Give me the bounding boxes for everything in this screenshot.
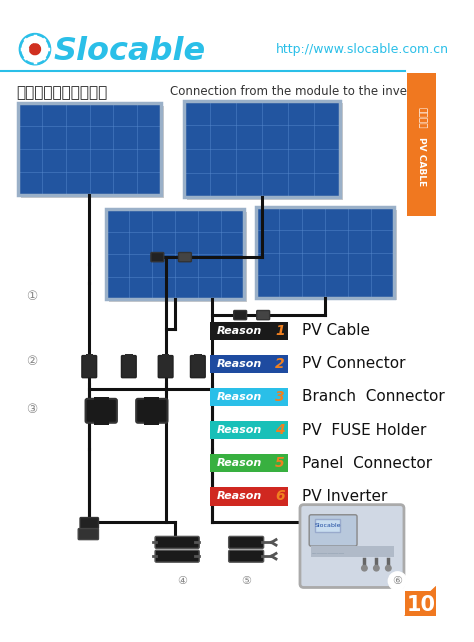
Circle shape bbox=[388, 572, 407, 590]
Text: ⑥: ⑥ bbox=[392, 576, 402, 586]
FancyBboxPatch shape bbox=[228, 550, 264, 562]
Text: Connection from the module to the inverter: Connection from the module to the invert… bbox=[170, 85, 429, 98]
FancyBboxPatch shape bbox=[311, 546, 394, 557]
Circle shape bbox=[237, 572, 256, 590]
Text: 5: 5 bbox=[275, 456, 284, 470]
Text: Reason: Reason bbox=[217, 458, 262, 468]
FancyBboxPatch shape bbox=[210, 454, 288, 473]
FancyBboxPatch shape bbox=[259, 210, 397, 300]
FancyBboxPatch shape bbox=[309, 515, 357, 546]
Text: Slocable: Slocable bbox=[314, 523, 341, 528]
FancyBboxPatch shape bbox=[407, 73, 436, 216]
FancyBboxPatch shape bbox=[300, 505, 404, 587]
Text: PV Cable: PV Cable bbox=[302, 323, 370, 338]
FancyBboxPatch shape bbox=[162, 354, 169, 358]
FancyBboxPatch shape bbox=[86, 399, 117, 423]
FancyBboxPatch shape bbox=[18, 103, 161, 195]
Text: ②: ② bbox=[27, 354, 38, 368]
Text: ____________: ____________ bbox=[311, 549, 344, 554]
Text: Reason: Reason bbox=[217, 392, 262, 402]
FancyBboxPatch shape bbox=[228, 537, 264, 548]
FancyBboxPatch shape bbox=[256, 207, 394, 298]
Text: Branch  Connector: Branch Connector bbox=[302, 390, 445, 404]
FancyBboxPatch shape bbox=[158, 356, 173, 377]
FancyBboxPatch shape bbox=[125, 354, 133, 358]
Text: PV Connector: PV Connector bbox=[302, 356, 405, 371]
Circle shape bbox=[25, 39, 45, 59]
FancyBboxPatch shape bbox=[210, 487, 288, 506]
FancyBboxPatch shape bbox=[86, 354, 93, 358]
Circle shape bbox=[22, 351, 42, 371]
FancyBboxPatch shape bbox=[155, 550, 199, 562]
Circle shape bbox=[173, 572, 191, 590]
FancyBboxPatch shape bbox=[315, 519, 340, 532]
Circle shape bbox=[29, 44, 40, 55]
Circle shape bbox=[374, 566, 379, 571]
Text: 1: 1 bbox=[275, 324, 284, 338]
FancyBboxPatch shape bbox=[257, 311, 270, 320]
FancyBboxPatch shape bbox=[82, 356, 97, 377]
Text: Reason: Reason bbox=[217, 325, 262, 336]
Text: 从组件到逆变器的连接: 从组件到逆变器的连接 bbox=[17, 85, 108, 100]
FancyBboxPatch shape bbox=[94, 421, 109, 424]
FancyBboxPatch shape bbox=[121, 356, 136, 377]
Text: Reason: Reason bbox=[217, 425, 262, 435]
Circle shape bbox=[22, 37, 48, 62]
FancyBboxPatch shape bbox=[94, 397, 109, 402]
FancyBboxPatch shape bbox=[187, 103, 343, 200]
Circle shape bbox=[22, 286, 42, 307]
Text: 6: 6 bbox=[275, 489, 284, 503]
FancyBboxPatch shape bbox=[184, 101, 340, 197]
FancyBboxPatch shape bbox=[210, 388, 288, 406]
Text: ④: ④ bbox=[177, 576, 187, 586]
Text: http://www.slocable.com.cn: http://www.slocable.com.cn bbox=[276, 42, 449, 56]
FancyBboxPatch shape bbox=[145, 397, 159, 402]
FancyBboxPatch shape bbox=[234, 311, 246, 320]
FancyBboxPatch shape bbox=[109, 212, 246, 302]
Polygon shape bbox=[405, 587, 436, 616]
Text: ⑤: ⑤ bbox=[242, 576, 252, 586]
FancyBboxPatch shape bbox=[179, 252, 191, 262]
FancyBboxPatch shape bbox=[106, 209, 244, 299]
Text: 2: 2 bbox=[275, 357, 284, 371]
Text: 10: 10 bbox=[407, 595, 436, 615]
Text: PV CABLE: PV CABLE bbox=[417, 137, 426, 186]
FancyBboxPatch shape bbox=[191, 356, 205, 377]
Text: ①: ① bbox=[27, 290, 38, 303]
Circle shape bbox=[362, 566, 367, 571]
Circle shape bbox=[19, 33, 51, 65]
FancyBboxPatch shape bbox=[210, 322, 288, 340]
Circle shape bbox=[28, 43, 41, 56]
FancyBboxPatch shape bbox=[194, 354, 201, 358]
Circle shape bbox=[385, 566, 391, 571]
Text: Slocable: Slocable bbox=[54, 35, 206, 67]
Circle shape bbox=[22, 400, 42, 420]
FancyBboxPatch shape bbox=[210, 354, 288, 373]
Text: PV  FUSE Holder: PV FUSE Holder bbox=[302, 422, 426, 438]
FancyBboxPatch shape bbox=[151, 252, 164, 262]
Text: 光伏电缆: 光伏电缆 bbox=[417, 107, 426, 128]
Text: 3: 3 bbox=[275, 390, 284, 404]
Text: Reason: Reason bbox=[217, 491, 262, 501]
FancyBboxPatch shape bbox=[78, 528, 99, 540]
Text: Reason: Reason bbox=[217, 359, 262, 369]
FancyBboxPatch shape bbox=[405, 591, 436, 616]
FancyBboxPatch shape bbox=[145, 421, 159, 424]
FancyBboxPatch shape bbox=[80, 517, 99, 528]
FancyBboxPatch shape bbox=[136, 399, 167, 423]
Text: PV Inverter: PV Inverter bbox=[302, 489, 387, 504]
FancyBboxPatch shape bbox=[155, 537, 199, 548]
Text: Panel  Connector: Panel Connector bbox=[302, 456, 432, 471]
Circle shape bbox=[30, 44, 39, 54]
Text: ③: ③ bbox=[27, 403, 38, 417]
FancyBboxPatch shape bbox=[210, 421, 288, 439]
FancyBboxPatch shape bbox=[21, 106, 164, 198]
Text: 4: 4 bbox=[275, 423, 284, 437]
